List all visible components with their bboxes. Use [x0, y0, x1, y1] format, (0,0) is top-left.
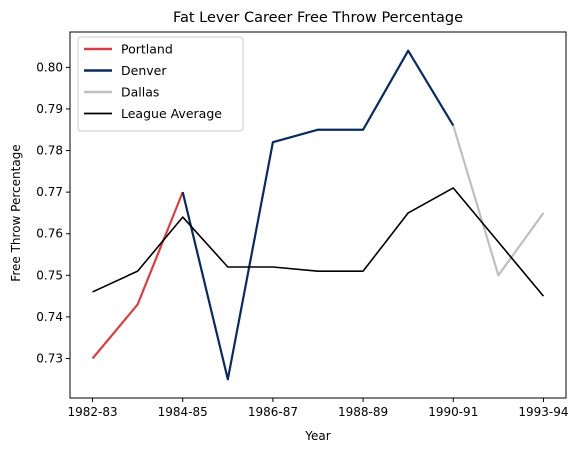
y-axis-label: Free Throw Percentage	[9, 144, 23, 281]
plot-frame	[69, 31, 567, 399]
legend: Portland Denver Dallas League Average	[77, 36, 244, 132]
series-line-league-average	[92, 187, 545, 297]
x-tick-label: 1993-94	[518, 405, 568, 419]
x-axis-label: Year	[304, 429, 330, 443]
x-tick-label: 1988-89	[338, 405, 388, 419]
y-tick-label: 0.80	[36, 60, 63, 74]
y-tick-label: 0.76	[36, 227, 63, 241]
y-tick-label: 0.78	[36, 144, 63, 158]
y-tick-label: 0.77	[36, 185, 63, 199]
x-tick-label: 1982-83	[67, 405, 117, 419]
legend-label: Dallas	[121, 85, 159, 100]
legend-label: League Average	[121, 106, 222, 121]
y-tick-label: 0.74	[36, 310, 63, 324]
series-line-denver	[181, 49, 455, 381]
series-line-portland	[91, 191, 184, 360]
legend-label: Denver	[121, 63, 167, 78]
legend-box	[77, 36, 244, 132]
y-tick-label: 0.73	[36, 351, 63, 365]
x-tick-label: 1984-85	[158, 405, 208, 419]
legend-label: Portland	[121, 42, 173, 57]
y-tick-label: 0.79	[36, 102, 63, 116]
series-line-dallas	[452, 125, 545, 277]
y-tick-label: 0.75	[36, 268, 63, 282]
chart-title: Fat Lever Career Free Throw Percentage	[173, 10, 463, 26]
x-tick-label: 1990-91	[428, 405, 478, 419]
x-tick-label: 1986-87	[248, 405, 298, 419]
plot-area: 0.73 0.74 0.75 0.76 0.77 0.78 0.79 0.80 1982-83 1…	[36, 31, 569, 419]
